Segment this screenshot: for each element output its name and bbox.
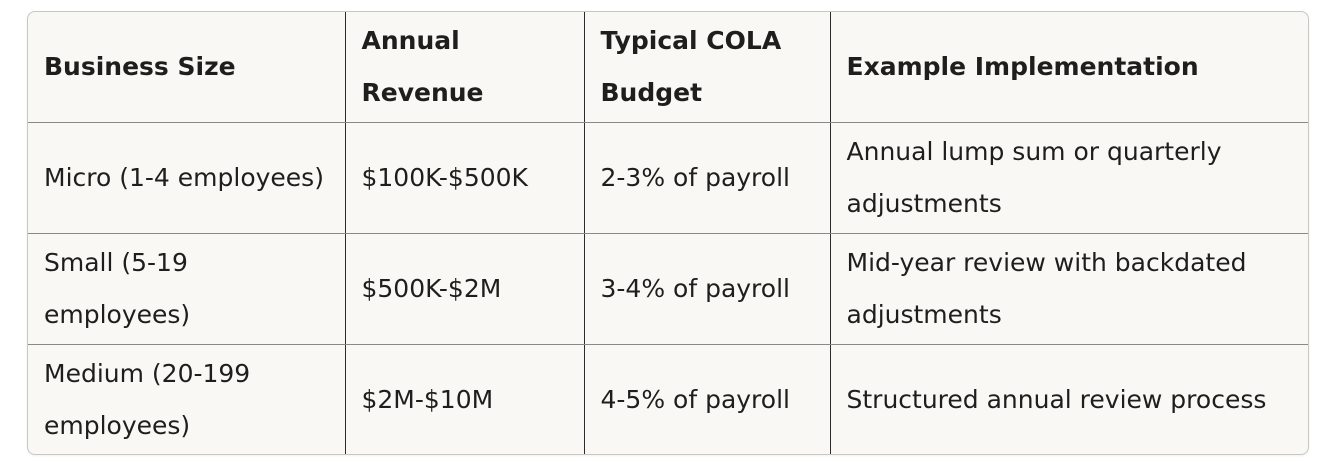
cell-annual-revenue: $2M-$10M bbox=[344, 344, 584, 454]
cell-cola-budget: 2-3% of payroll bbox=[583, 122, 830, 234]
cell-example-implementation: Annual lump sum or quarterly adjustments bbox=[829, 122, 1308, 234]
header-example-implementation: Example Implementation bbox=[829, 12, 1308, 123]
data-table: Business Size Annual Revenue Typical COL… bbox=[28, 12, 1308, 454]
header-business-size: Business Size bbox=[28, 12, 345, 123]
table-row: Micro (1-4 employees) $100K-$500K 2-3% o… bbox=[28, 122, 1308, 234]
cell-annual-revenue: $100K-$500K bbox=[344, 122, 584, 234]
cell-example-implementation: Structured annual review process bbox=[829, 344, 1308, 454]
header-annual-revenue: Annual Revenue bbox=[344, 12, 584, 123]
cell-cola-budget: 3-4% of payroll bbox=[583, 233, 830, 345]
cell-annual-revenue: $500K-$2M bbox=[344, 233, 584, 345]
cell-business-size: Micro (1-4 employees) bbox=[28, 122, 345, 234]
table-row: Medium (20-199 employees) $2M-$10M 4-5% … bbox=[28, 344, 1308, 454]
cell-business-size: Medium (20-199 employees) bbox=[44, 359, 251, 440]
header-typical-cola-budget: Typical COLA Budget bbox=[583, 12, 830, 123]
cell-cola-budget: 4-5% of payroll bbox=[583, 344, 830, 454]
cell-business-size: Small (5-19 employees) bbox=[28, 233, 345, 345]
table-header-row: Business Size Annual Revenue Typical COL… bbox=[28, 12, 1308, 123]
cola-budget-table: Business Size Annual Revenue Typical COL… bbox=[27, 11, 1309, 455]
cell-example-implementation: Mid-year review with backdated adjustmen… bbox=[829, 233, 1308, 345]
table-row: Small (5-19 employees) $500K-$2M 3-4% of… bbox=[28, 233, 1308, 345]
